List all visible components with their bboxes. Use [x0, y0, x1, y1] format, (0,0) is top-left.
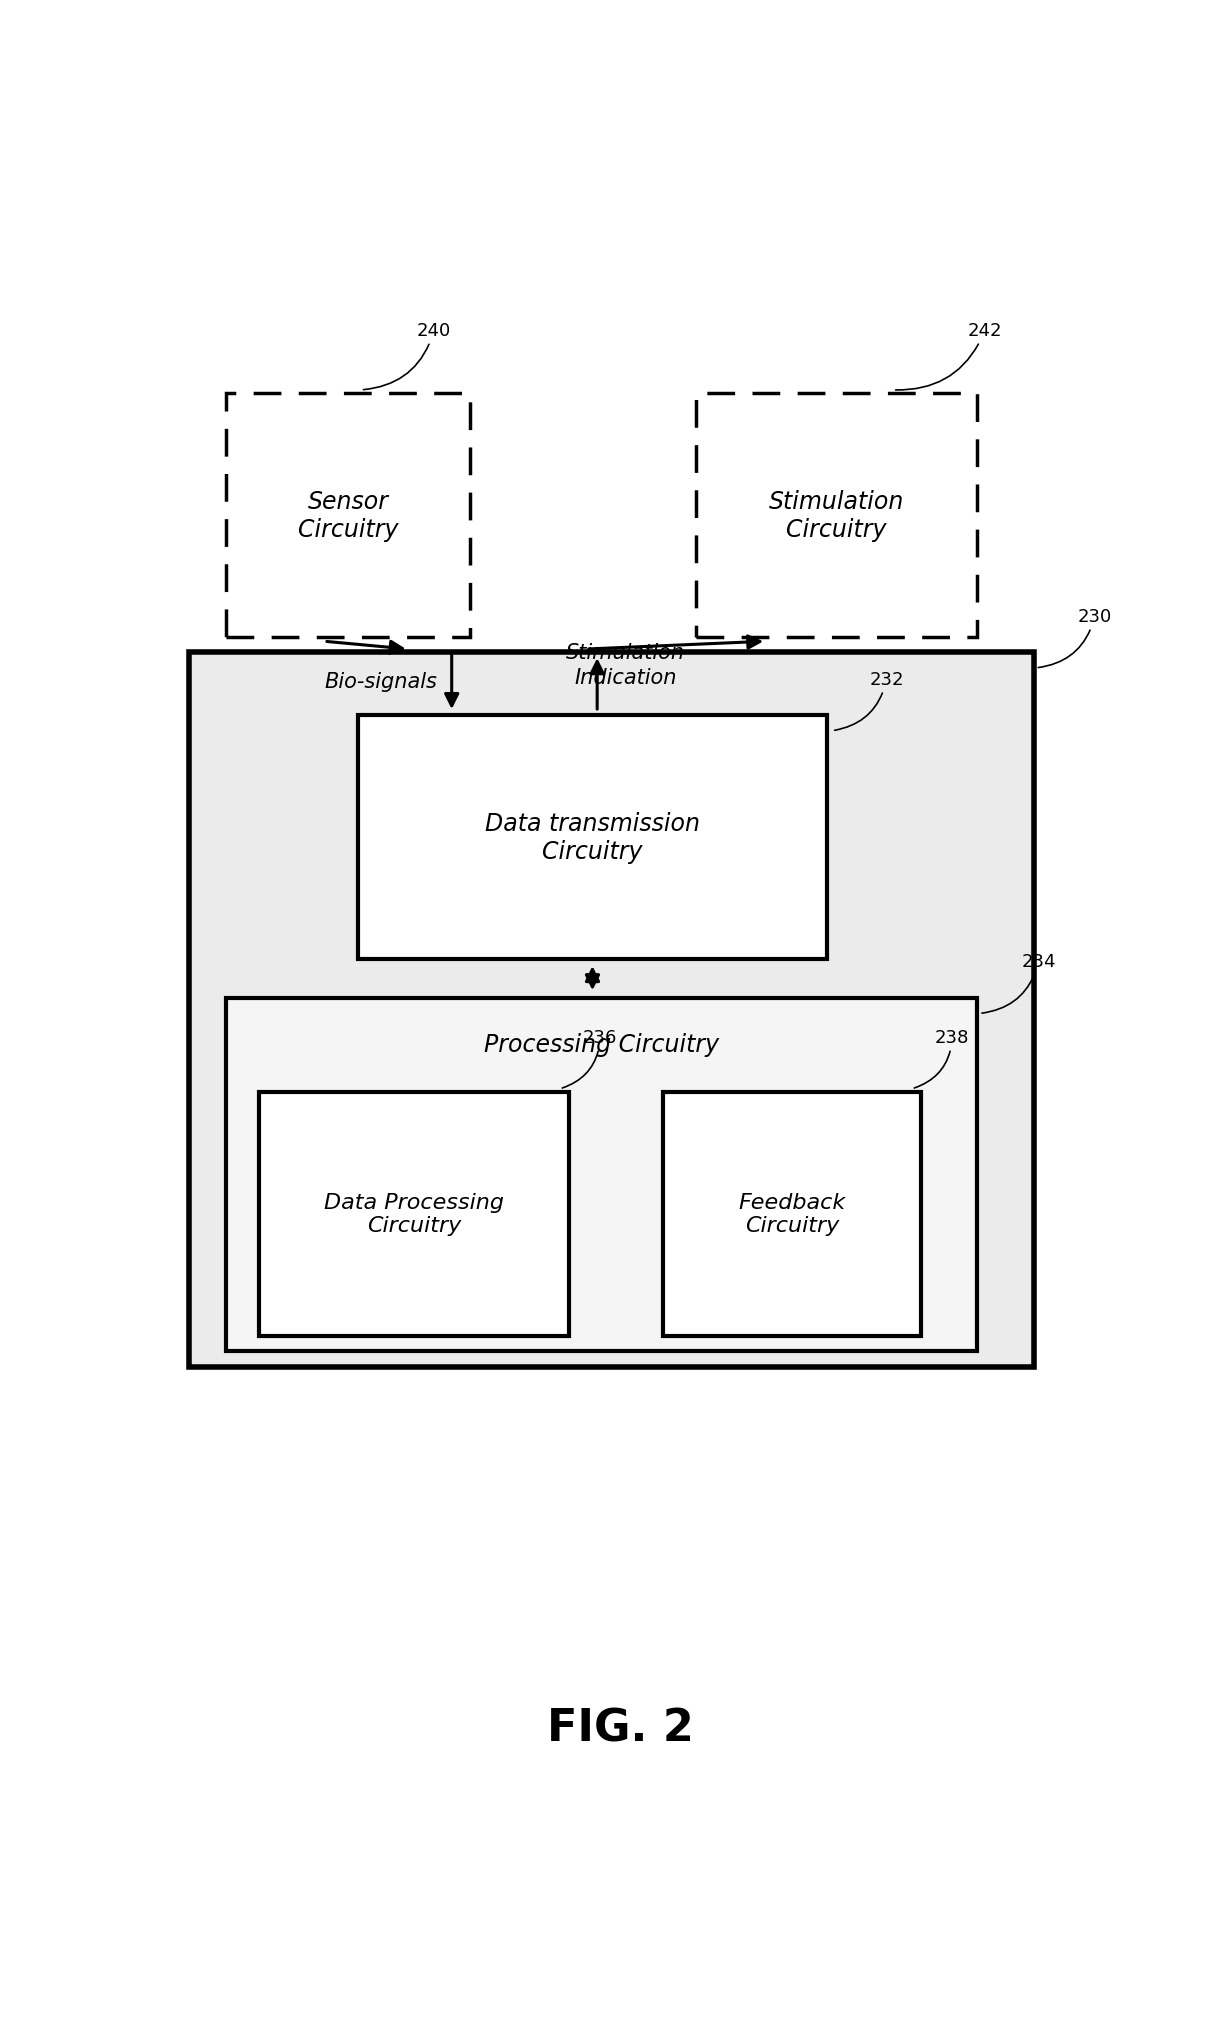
Bar [189, 652, 1034, 1368]
Text: 242: 242 [896, 322, 1003, 391]
Text: FIG. 2: FIG. 2 [547, 1707, 694, 1749]
Bar [226, 394, 470, 636]
Text: Processing Circuitry: Processing Circuitry [484, 1034, 719, 1056]
Text: 234: 234 [982, 952, 1056, 1013]
Bar [358, 716, 827, 958]
Text: Stimulation
Circuitry: Stimulation Circuitry [769, 489, 905, 542]
Text: Bio-signals: Bio-signals [325, 673, 437, 691]
Text: 240: 240 [363, 322, 452, 389]
Bar [226, 999, 977, 1352]
Text: Feedback
Circuitry: Feedback Circuitry [739, 1193, 845, 1236]
Text: Data transmission
Circuitry: Data transmission Circuitry [484, 812, 700, 862]
Text: 236: 236 [562, 1028, 618, 1089]
Text: 238: 238 [914, 1028, 970, 1089]
Bar [662, 1093, 922, 1336]
Text: Sensor
Circuitry: Sensor Circuitry [298, 489, 398, 542]
Text: 230: 230 [1038, 608, 1112, 669]
Text: Data Processing
Circuitry: Data Processing Circuitry [325, 1193, 504, 1236]
Text: 232: 232 [834, 671, 903, 730]
Bar [695, 394, 977, 636]
Bar [259, 1093, 569, 1336]
Text: Stimulation
Indication: Stimulation Indication [566, 642, 685, 687]
